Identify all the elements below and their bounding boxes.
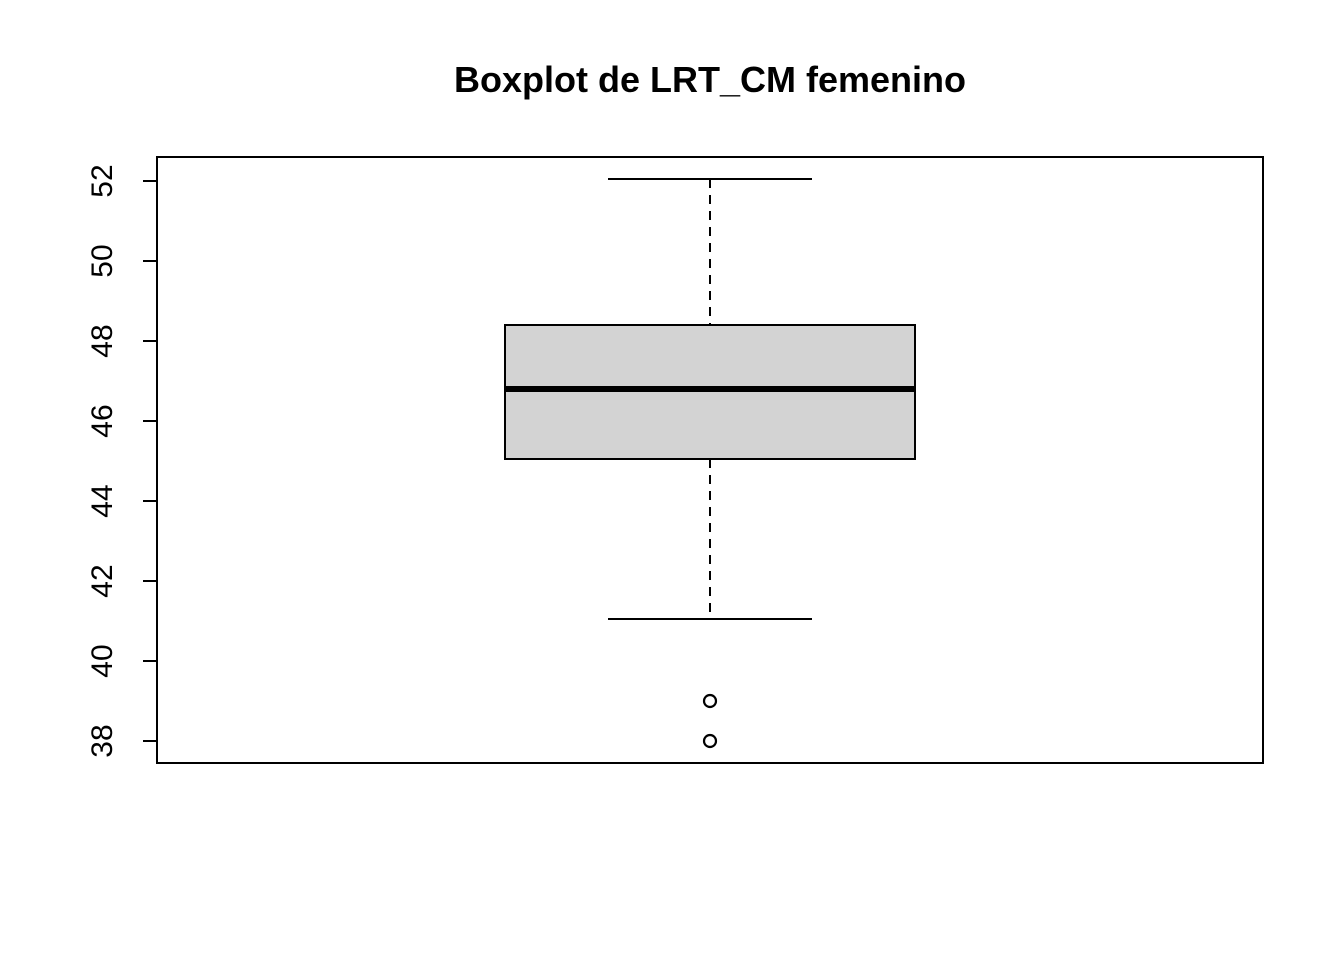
- outlier-point: [702, 733, 718, 749]
- y-tick-label: 50: [86, 244, 119, 277]
- y-tick-label: 38: [86, 724, 119, 757]
- y-tick-label: 46: [86, 404, 119, 437]
- y-tick-label: 42: [86, 564, 119, 597]
- plot-content: [504, 178, 916, 749]
- plot-frame: [156, 156, 1264, 764]
- outlier-point: [702, 693, 718, 709]
- y-tick-label: 40: [86, 644, 119, 677]
- y-tick-label: 52: [86, 164, 119, 197]
- y-axis: 38 40 42 44 46 48 50 52: [86, 164, 158, 758]
- chart-title: Boxplot de LRT_CM femenino: [454, 59, 966, 100]
- y-tick-label: 44: [86, 484, 119, 517]
- y-tick-label: 48: [86, 324, 119, 357]
